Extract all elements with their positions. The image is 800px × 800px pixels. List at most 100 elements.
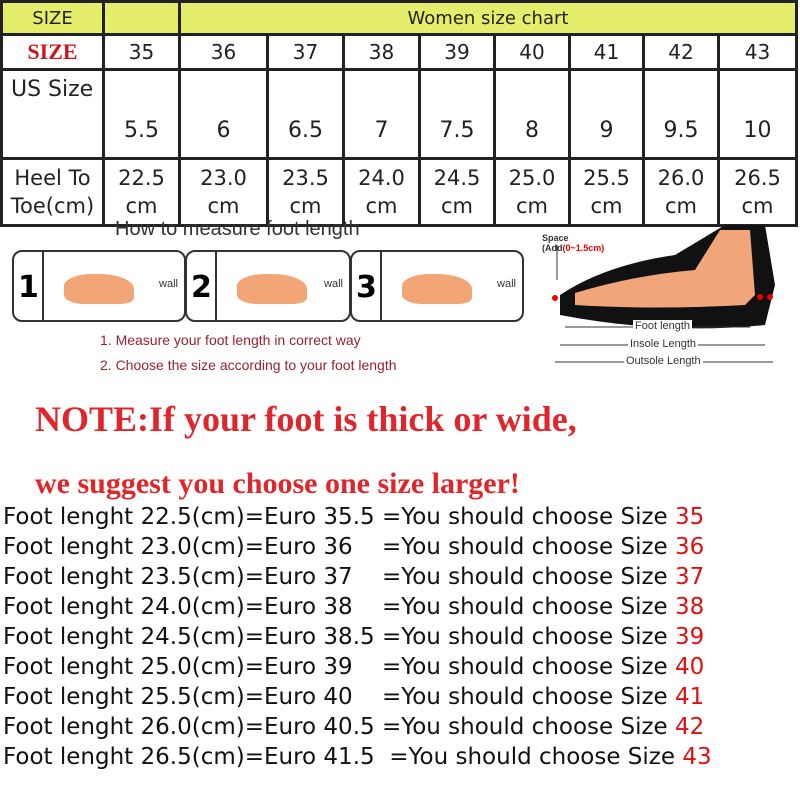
recommended-size: 43 [682, 744, 712, 770]
measure-panel-1: 1 wall [12, 250, 186, 322]
recommended-size: 39 [675, 624, 705, 650]
step-2: 2. Choose the size according to your foo… [100, 357, 397, 373]
table-cell: 6 [178, 68, 269, 160]
cell-value: 25.0 [508, 166, 556, 190]
table-cell: 5.5 [102, 68, 181, 160]
recommended-size: 37 [675, 564, 705, 590]
line-text: Foot lenght 23.5(cm)=Euro 37 =You should… [3, 564, 676, 590]
line-text: Foot lenght 26.0(cm)=Euro 40.5 =You shou… [3, 714, 676, 740]
cell-unit: cm [741, 194, 774, 218]
wall-label: wall [497, 278, 516, 290]
size-recommendation-line: Foot lenght 23.5(cm)=Euro 37 =You should… [3, 564, 704, 590]
table-cell: 24.0 cm [342, 157, 421, 227]
line-text: Foot lenght 26.5(cm)=Euro 41.5 =You shou… [3, 744, 683, 770]
recommended-size: 35 [675, 504, 705, 530]
table-cell: 39 [418, 33, 496, 71]
cell-unit: cm [365, 194, 398, 218]
outsole-length-label: Outsole Length [624, 355, 703, 367]
size-recommendation-line: Foot lenght 25.0(cm)=Euro 39 =You should… [3, 654, 704, 680]
insole-length-label: Insole Length [628, 338, 699, 350]
foot-length-label: Foot length [633, 320, 693, 332]
table-cell: 7.5 [418, 68, 496, 160]
cell-value: 26.5 [734, 166, 781, 190]
table-cell: 6.5 [266, 68, 345, 160]
measure-title: How to measure foot length [115, 218, 360, 240]
size-recommendation-line: Foot lenght 25.5(cm)=Euro 40 =You should… [3, 684, 704, 710]
shoe-diagram [552, 225, 775, 363]
wall-label: wall [324, 278, 343, 290]
line-text: Foot lenght 22.5(cm)=Euro 35.5 =You shou… [3, 504, 676, 530]
recommended-size: 38 [675, 594, 705, 620]
size-table: SIZE Women size chart SIZE 35 36 37 38 39 40 41 4… [0, 0, 798, 227]
table-cell: 24.5 cm [418, 157, 496, 227]
cell-unit: cm [125, 194, 158, 218]
recommended-size: 41 [675, 684, 705, 710]
table-cell: 26.5 cm [717, 157, 798, 227]
panel-number: 3 [356, 270, 377, 305]
size-recommendation-line: Foot lenght 23.0(cm)=Euro 36 =You should… [3, 534, 704, 560]
size-recommendation-line: Foot lenght 26.5(cm)=Euro 41.5 =You shou… [3, 744, 712, 770]
table-cell: 9 [568, 68, 645, 160]
table-cell: 43 [717, 33, 798, 71]
note-line-1: NOTE:If your foot is thick or wide, [35, 399, 577, 439]
size-recommendation-line: Foot lenght 26.0(cm)=Euro 40.5 =You shou… [3, 714, 704, 740]
space-label: Space (Add(0~1.5cm) [542, 233, 605, 253]
us-size-label: US Size [0, 68, 105, 160]
line-text: Foot lenght 25.5(cm)=Euro 40 =You should… [3, 684, 676, 710]
foot-icon [402, 274, 472, 304]
size-label: SIZE [0, 33, 105, 71]
table-cell: 8 [493, 68, 571, 160]
cell-unit: cm [289, 194, 322, 218]
cell-value: 22.5 [118, 166, 165, 190]
cell-value: 24.0 [358, 166, 405, 190]
measure-panel-3: 3 wall [350, 250, 524, 322]
table-cell: 38 [342, 33, 421, 71]
recommended-size: 42 [675, 714, 705, 740]
line-text: Foot lenght 24.5(cm)=Euro 38.5 =You shou… [3, 624, 676, 650]
size-recommendation-line: Foot lenght 24.0(cm)=Euro 38 =You should… [3, 594, 704, 620]
panel-number: 2 [191, 270, 212, 305]
measure-panel-2: 2 wall [185, 250, 351, 322]
step-1: 1. Measure your foot length in correct w… [100, 332, 361, 348]
size-recommendation-line: Foot lenght 22.5(cm)=Euro 35.5 =You shou… [3, 504, 704, 530]
table-cell: 22.5 cm [102, 157, 181, 227]
table-cell: 35 [102, 33, 181, 71]
cell-value: 24.5 [433, 166, 481, 190]
table-cell: 37 [266, 33, 345, 71]
recommended-size: 40 [675, 654, 705, 680]
line-text: Foot lenght 24.0(cm)=Euro 38 =You should… [3, 594, 676, 620]
table-cell: 10 [717, 68, 798, 160]
table-cell: 42 [642, 33, 720, 71]
cell-unit: cm [664, 194, 697, 218]
note-line-2: we suggest you choose one size larger! [35, 467, 520, 500]
chart-title: Women size chart [178, 0, 798, 36]
cell-value: 23.5 [282, 166, 329, 190]
table-cell: 40 [493, 33, 571, 71]
line-text: Foot lenght 23.0(cm)=Euro 36 =You should… [3, 534, 676, 560]
cell-value: 23.0 [200, 166, 247, 190]
cell-value: 25.5 [583, 166, 630, 190]
cell-value: 26.0 [657, 166, 705, 190]
cell-unit: cm [515, 194, 548, 218]
table-cell: 25.0 cm [493, 157, 571, 227]
empty-cell [102, 0, 181, 36]
foot-icon [237, 274, 307, 304]
size-header: SIZE [0, 0, 105, 36]
heel-toe-label: Heel To Toe(cm) [0, 157, 105, 227]
table-cell: 41 [568, 33, 645, 71]
table-cell: 9.5 [642, 68, 720, 160]
size-recommendation-line: Foot lenght 24.5(cm)=Euro 38.5 =You shou… [3, 624, 704, 650]
recommended-size: 36 [675, 534, 705, 560]
cell-unit: cm [590, 194, 623, 218]
heel-label-line2: Toe(cm) [10, 194, 95, 218]
table-cell: 23.5 cm [266, 157, 345, 227]
table-cell: 7 [342, 68, 421, 160]
line-text: Foot lenght 25.0(cm)=Euro 39 =You should… [3, 654, 676, 680]
heel-label-line1: Heel To [14, 166, 91, 190]
cell-unit: cm [207, 194, 240, 218]
panel-number: 1 [18, 270, 39, 305]
cell-unit: cm [440, 194, 473, 218]
table-cell: 26.0 cm [642, 157, 720, 227]
table-cell: 25.5 cm [568, 157, 645, 227]
